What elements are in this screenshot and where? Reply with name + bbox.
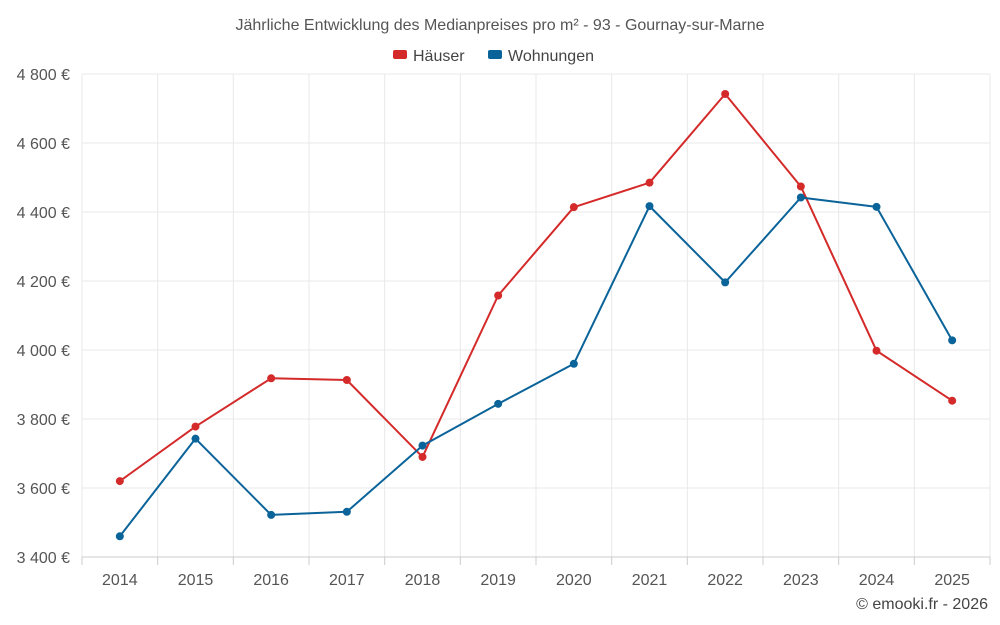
series-wohnungen (115, 193, 957, 541)
legend-swatch-haeuser (393, 50, 407, 59)
y-tick-label: 3 800 € (17, 412, 70, 429)
y-tick-label: 4 200 € (17, 274, 70, 291)
y-axis-ticks: 3 400 € 3 600 € 3 800 € 4 000 € 4 200 € 4 400… (17, 67, 70, 567)
data-point-haeuser[interactable] (418, 452, 427, 461)
legend-swatch-wohnungen (488, 50, 502, 59)
y-tick-label: 4 800 € (17, 67, 70, 84)
data-point-haeuser[interactable] (569, 203, 578, 212)
data-point-wohnungen[interactable] (267, 510, 276, 519)
x-tick-label: 2021 (632, 572, 668, 589)
data-point-haeuser[interactable] (645, 178, 654, 187)
x-tick-label: 2015 (178, 572, 214, 589)
grid (81, 73, 991, 557)
x-tick-label: 2016 (253, 572, 289, 589)
data-point-wohnungen[interactable] (796, 193, 805, 202)
chart-title: Jährliche Entwicklung des Medianpreises … (235, 17, 764, 34)
data-point-haeuser[interactable] (115, 477, 124, 486)
y-tick-label: 3 400 € (17, 550, 70, 567)
x-tick-label: 2022 (707, 572, 743, 589)
x-tick-label: 2020 (556, 572, 592, 589)
data-point-haeuser[interactable] (267, 374, 276, 383)
data-point-wohnungen[interactable] (115, 532, 124, 541)
series (115, 90, 957, 541)
data-point-haeuser[interactable] (191, 422, 200, 431)
data-point-haeuser[interactable] (796, 182, 805, 191)
data-point-wohnungen[interactable] (569, 359, 578, 368)
x-tick-marks (81, 557, 991, 565)
data-point-wohnungen[interactable] (494, 399, 503, 408)
legend-label-haeuser: Häuser (413, 48, 465, 65)
data-point-wohnungen[interactable] (191, 434, 200, 443)
x-tick-label: 2025 (934, 572, 970, 589)
data-point-haeuser[interactable] (721, 90, 730, 99)
data-point-wohnungen[interactable] (418, 441, 427, 450)
credit-text: © emooki.fr - 2026 (856, 596, 988, 613)
data-point-haeuser[interactable] (872, 346, 881, 355)
series-line-wohnungen (119, 196, 954, 537)
data-point-wohnungen[interactable] (342, 507, 351, 516)
data-point-haeuser[interactable] (494, 291, 503, 300)
y-tick-label: 4 000 € (17, 343, 70, 360)
y-tick-label: 4 400 € (17, 205, 70, 222)
y-tick-label: 3 600 € (17, 481, 70, 498)
x-tick-label: 2017 (329, 572, 365, 589)
x-tick-label: 2023 (783, 572, 819, 589)
x-tick-label: 2014 (102, 572, 138, 589)
data-point-haeuser[interactable] (342, 376, 351, 385)
data-point-wohnungen[interactable] (721, 278, 730, 287)
x-tick-label: 2019 (480, 572, 516, 589)
legend-label-wohnungen: Wohnungen (508, 48, 594, 65)
y-tick-label: 4 600 € (17, 136, 70, 153)
series-line-haeuser (119, 93, 953, 482)
x-axis-ticks: 2014 2015 2016 2017 2018 2019 2020 2021 2022 2023… (102, 572, 970, 589)
data-point-wohnungen[interactable] (948, 336, 957, 345)
data-point-wohnungen[interactable] (645, 202, 654, 211)
data-point-haeuser[interactable] (948, 396, 957, 405)
series-haeuser (115, 90, 957, 486)
legend: Häuser Wohnungen (393, 48, 594, 65)
x-tick-label: 2024 (859, 572, 895, 589)
data-point-wohnungen[interactable] (872, 202, 881, 211)
x-tick-label: 2018 (405, 572, 441, 589)
